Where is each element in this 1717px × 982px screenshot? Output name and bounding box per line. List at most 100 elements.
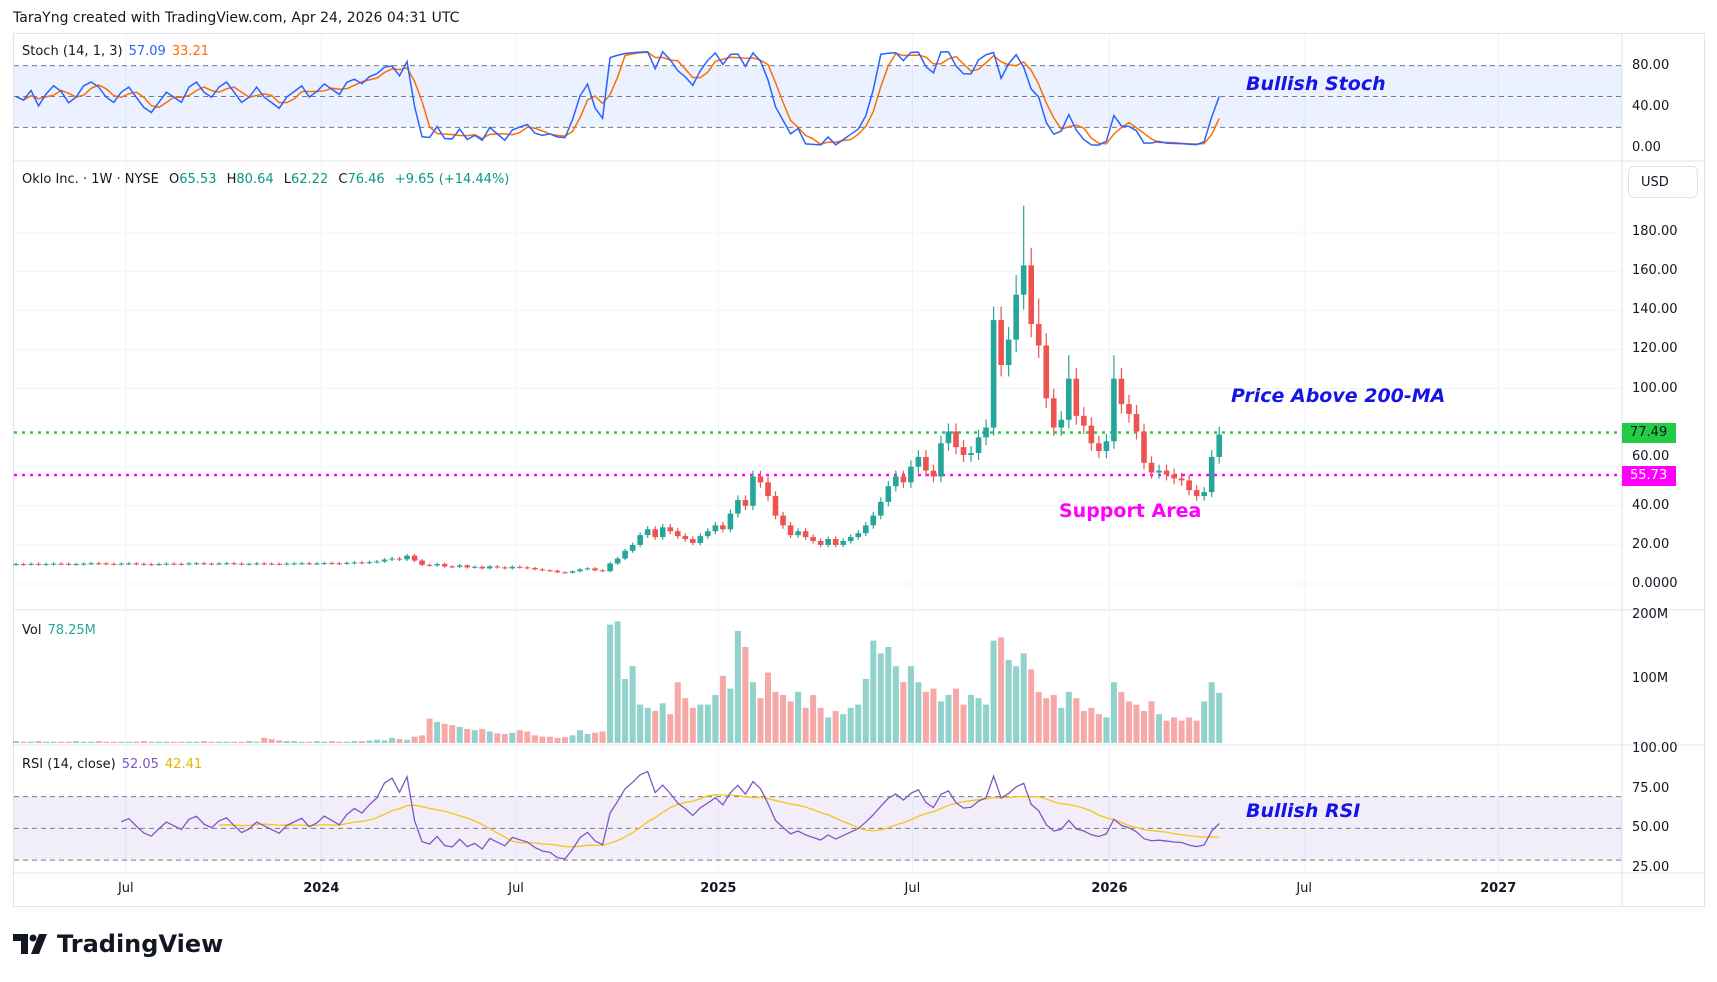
candle-body [712,525,719,532]
candle-body [1028,265,1034,324]
candle-body [968,453,974,455]
candle-body [486,566,493,569]
volume-bar [892,666,899,743]
candle-body [539,569,546,571]
volume-bar [389,737,395,743]
volume-bar [907,666,914,743]
volume-bar [697,704,704,743]
volume-bar [486,731,493,743]
volume-bar [531,735,538,743]
volume-bar [749,682,756,743]
volume-bar [133,741,140,743]
candle-body [923,456,929,471]
volume-bar [1133,704,1140,743]
candle-body [765,482,771,497]
annotation-bullish-rsi: Bullish RSI [1246,800,1361,822]
volume-bar [231,741,238,743]
candle-body [1088,425,1095,444]
candle-body [314,563,320,565]
volume-bar [622,679,629,743]
candle-body [50,563,57,565]
candle-body [599,570,606,572]
candle-body [126,563,132,565]
volume-bar [148,741,155,743]
candle-body [509,566,516,569]
candle-body [870,515,877,526]
volume-bar [998,637,1005,743]
low-value: 62.22 [291,172,329,187]
price-axis-label: 180.00 [1632,224,1678,240]
volume-bar [58,741,65,743]
volume-bar [65,741,72,743]
candle-body [727,513,734,530]
candle-body [832,539,839,545]
annotation-price-above-ma: Price Above 200-MA [1231,385,1446,407]
volume-bar [155,741,162,743]
candle-body [1141,431,1147,463]
tradingview-logo-icon [13,934,47,954]
volume-bar [742,647,749,743]
stoch-axis-label: 80.00 [1632,57,1670,73]
chart-frame [13,33,1705,907]
candle-body [847,537,854,541]
candle-body [1081,415,1087,426]
volume-legend[interactable]: Vol 78.25M [22,623,102,638]
volume-bar [298,741,305,743]
candle-body [532,567,538,570]
candle-body [720,525,726,530]
rsi-ma-value: 42.41 [164,757,203,772]
volume-bar [990,640,997,743]
candle-body [1103,441,1110,452]
volume-bar [810,695,817,743]
currency-button[interactable]: USD [1628,166,1698,198]
candle-body [261,563,267,565]
volume-bar [306,741,313,743]
candle-body [757,476,764,483]
volume-bar [125,741,132,743]
volume-bar [682,698,689,743]
volume-bar [509,732,516,743]
volume-bar [178,741,185,743]
volume-bar [599,731,606,743]
candle-body [35,563,42,565]
candle-body [110,563,117,565]
volume-bar [366,740,373,743]
volume-bar [419,735,426,743]
volume-bar [1118,691,1125,743]
stoch-legend[interactable]: Stoch (14, 1, 3) 57.09 33.21 [22,44,215,59]
close-value: 76.46 [347,172,385,187]
candle-body [201,563,207,565]
candle-body [667,527,674,532]
close-label: C [338,172,348,187]
volume-bar [787,701,794,743]
volume-bar [937,701,944,743]
volume-bar [1050,695,1057,743]
volume-bar [712,695,719,743]
volume-bar [637,704,644,743]
volume-bar [261,737,268,743]
candle-body [276,563,282,565]
candle-body [336,563,343,565]
rsi-legend[interactable]: RSI (14, close) 52.05 42.41 [22,757,208,772]
candle-body [1096,443,1102,452]
candle-body [133,563,140,565]
time-axis-label: Jul [117,881,134,896]
volume-bar [1178,720,1185,743]
volume-bar [825,717,832,743]
volume-bar [795,691,802,743]
candle-body [772,496,779,516]
tradingview-logo[interactable]: TradingView [13,930,223,958]
volume-bar [404,739,411,743]
volume-bar [674,682,681,743]
candle-body [802,531,809,538]
candle-body [637,535,643,545]
volume-bar [1193,720,1200,743]
volume-bar [516,730,523,743]
candle-body [622,550,628,559]
volume-bar [28,741,35,743]
stoch-d-value: 33.21 [171,44,210,59]
volume-bar [283,741,290,743]
volume-bar [629,666,636,743]
price-legend[interactable]: Oklo Inc. · 1W · NYSE O65.53 H80.64 L62.… [22,172,515,187]
